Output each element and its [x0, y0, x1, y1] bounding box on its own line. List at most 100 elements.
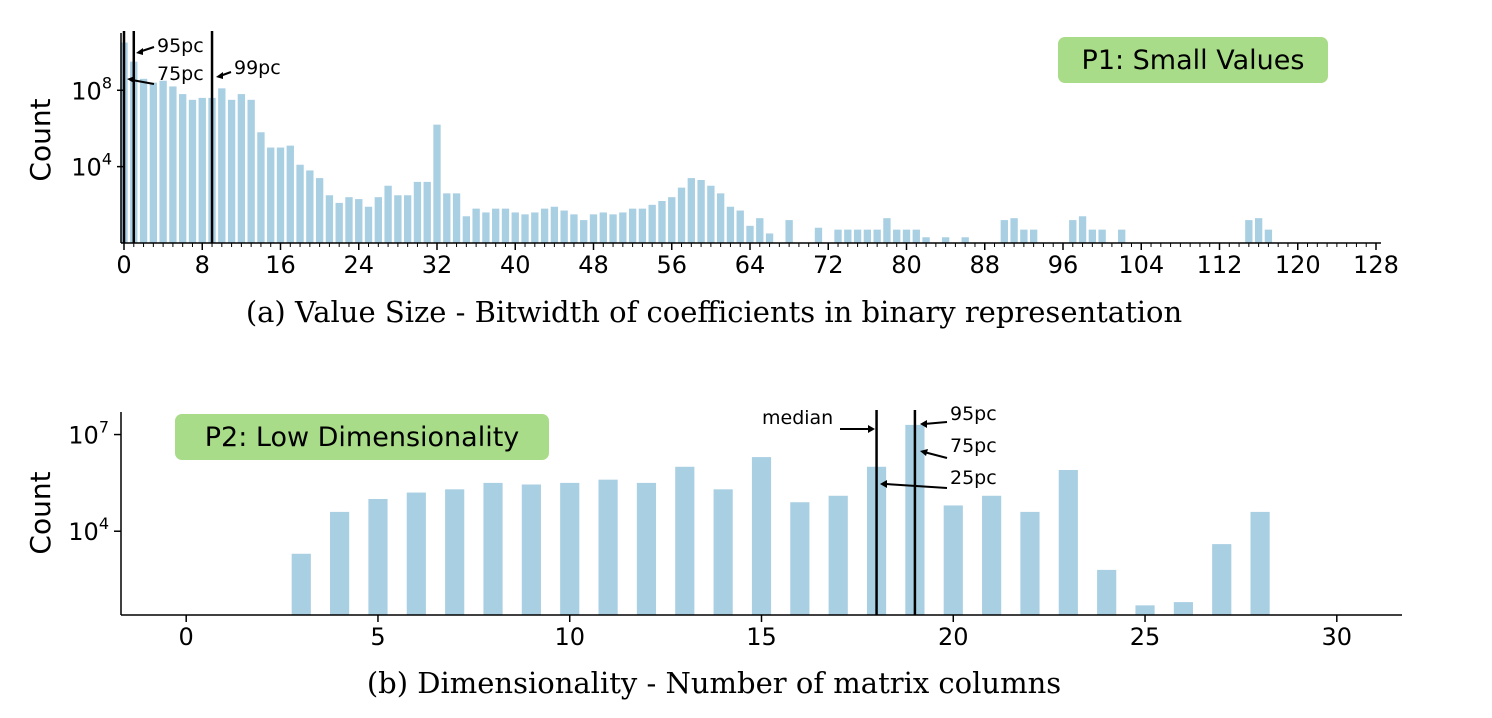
bar: [368, 499, 388, 615]
x-tick-label: 40: [500, 251, 531, 279]
percentile-annotations-dimensionality: median 95pc 75pc 25pc: [762, 403, 997, 489]
bar: [1097, 569, 1117, 615]
bar: [982, 495, 1002, 615]
x-tick-label: 0: [179, 623, 194, 651]
bar: [589, 214, 598, 243]
bar: [863, 229, 872, 243]
bar: [1245, 220, 1253, 243]
bar: [276, 147, 285, 243]
bar: [1000, 220, 1008, 243]
bar: [540, 208, 549, 243]
bar: [1088, 229, 1097, 243]
x-tick-label: 80: [891, 251, 922, 279]
bar: [580, 220, 588, 243]
bar: [1135, 605, 1155, 615]
bar: [609, 214, 617, 243]
badge-small-values-text: P1: Small Values: [1082, 45, 1305, 76]
bar: [511, 212, 519, 243]
bar: [1020, 229, 1028, 243]
bar: [746, 225, 754, 243]
x-tick-label: 25: [1130, 623, 1161, 651]
x-tick-label: 10: [554, 623, 585, 651]
bar: [713, 489, 733, 615]
bar: [443, 193, 451, 243]
bar: [873, 229, 881, 243]
chart-value-size: 0 8 16 24 32 40 48 56 64 72 80 88 96 104 112 120 128 108…: [24, 31, 1399, 329]
bar: [306, 170, 314, 243]
bar: [716, 193, 725, 243]
x-tick-label: 5: [370, 623, 385, 651]
bar: [648, 204, 656, 243]
bar: [638, 208, 647, 243]
bar: [492, 208, 500, 243]
x-tick-label: 32: [422, 251, 453, 279]
annotation-25pc-b: 25pc: [950, 467, 997, 489]
chart-dimensionality: 0 5 10 15 20 25 30 107 104 median 95pc 75pc 25p…: [24, 403, 1402, 700]
x-tick-label: 56: [656, 251, 687, 279]
percentile-lines-value-size: [122, 31, 214, 243]
bar: [374, 197, 382, 243]
bar: [413, 181, 422, 243]
bar: [1212, 544, 1232, 615]
bar: [961, 237, 969, 243]
x-tick-label: 88: [969, 251, 1000, 279]
x-tick-label: 16: [265, 251, 296, 279]
bar: [159, 80, 167, 244]
bar: [139, 78, 148, 244]
x-tick-label: 0: [116, 251, 131, 279]
x-ticks-value-size: 0 8 16 24 32 40 48 56 64 72 80 88 96 104 112 120 128: [116, 243, 1399, 279]
x-tick-label: 15: [746, 623, 777, 651]
badge-low-dimensionality-text: P2: Low Dimensionality: [205, 422, 520, 453]
x-tick-label: 20: [938, 623, 969, 651]
bar: [315, 178, 324, 243]
bar: [726, 206, 735, 243]
bar: [482, 212, 490, 243]
percentile-lines-dimensionality: [875, 410, 917, 615]
bar: [291, 553, 311, 615]
bar: [785, 220, 793, 243]
bar: [599, 212, 607, 243]
bar: [237, 94, 246, 243]
bar: [364, 206, 373, 243]
bar: [445, 489, 465, 615]
bar: [814, 227, 823, 243]
bar: [1029, 229, 1038, 243]
bar: [751, 457, 772, 615]
caption-dimensionality: (b) Dimensionality - Number of matrix co…: [367, 666, 1061, 700]
bar: [844, 229, 852, 243]
bar: [403, 195, 412, 243]
caption-value-size: (a) Value Size - Bitwidth of coefficient…: [246, 295, 1182, 329]
y-ticks-dimensionality: 107 104: [68, 418, 121, 546]
bar: [355, 199, 363, 243]
bar: [560, 210, 568, 243]
bar: [227, 99, 236, 244]
bar: [433, 124, 441, 243]
bar: [636, 482, 657, 615]
bar: [598, 479, 618, 615]
bar: [853, 229, 862, 243]
bar: [198, 97, 206, 243]
annotation-75pc-b: 75pc: [950, 435, 997, 457]
bar: [902, 229, 911, 243]
bar: [550, 206, 559, 243]
bar: [687, 178, 695, 243]
bar: [1254, 218, 1263, 243]
annotation-75pc: 75pc: [157, 63, 204, 85]
x-ticks-dimensionality: 0 5 10 15 20 25 30: [179, 615, 1352, 651]
bar: [1098, 229, 1106, 243]
bar: [345, 197, 353, 243]
bar: [765, 233, 774, 243]
x-tick-label: 104: [1118, 251, 1164, 279]
bar: [188, 99, 197, 244]
bar: [384, 185, 392, 243]
y-tick-label: 107: [68, 418, 109, 450]
annotation-95pc-b: 95pc: [950, 403, 997, 425]
bar: [1058, 470, 1078, 615]
bar: [325, 195, 334, 243]
bar: [472, 208, 480, 243]
bar: [394, 195, 402, 243]
bars-value-size: [120, 42, 1273, 244]
bar: [560, 482, 580, 615]
bar: [619, 212, 627, 243]
